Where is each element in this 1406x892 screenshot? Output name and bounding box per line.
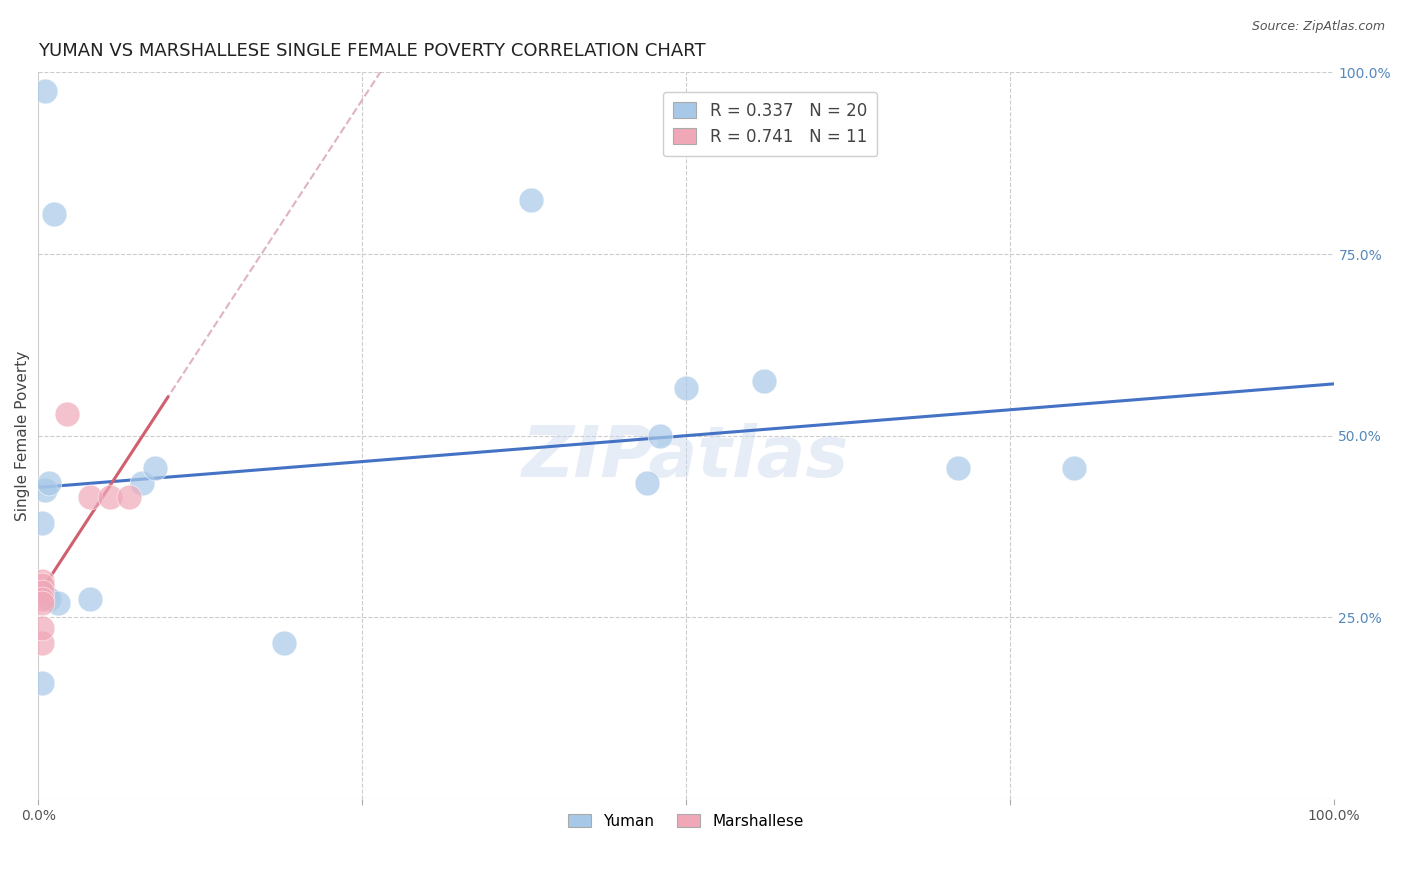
Point [118, 491, 141, 505]
Point [519, 193, 541, 207]
Point [79, 592, 101, 607]
Point [34, 483, 56, 497]
Point [31, 592, 53, 607]
Point [675, 381, 697, 395]
Text: ZIPatlas: ZIPatlas [522, 423, 849, 491]
Point [31, 577, 53, 591]
Point [31, 584, 53, 599]
Text: YUMAN VS MARSHALLESE SINGLE FEMALE POVERTY CORRELATION CHART: YUMAN VS MARSHALLESE SINGLE FEMALE POVER… [38, 42, 706, 60]
Point [273, 635, 295, 649]
Point [98, 491, 121, 505]
Point [31, 516, 53, 530]
Point [636, 475, 658, 490]
Point [648, 428, 671, 442]
Point [131, 475, 153, 490]
Point [946, 461, 969, 475]
Point [46, 596, 69, 610]
Y-axis label: Single Female Poverty: Single Female Poverty [15, 351, 30, 521]
Legend: Yuman, Marshallese: Yuman, Marshallese [562, 807, 810, 835]
Point [1063, 461, 1085, 475]
Point [31, 596, 53, 610]
Point [42, 207, 65, 221]
Point [143, 461, 166, 475]
Point [34, 589, 56, 603]
Point [56, 407, 79, 421]
Point [31, 675, 53, 690]
Point [31, 635, 53, 649]
Point [38, 592, 60, 607]
Point [34, 84, 56, 98]
Point [79, 491, 101, 505]
Text: Source: ZipAtlas.com: Source: ZipAtlas.com [1251, 20, 1385, 33]
Point [31, 621, 53, 635]
Point [752, 374, 775, 388]
Point [31, 574, 53, 588]
Point [38, 475, 60, 490]
